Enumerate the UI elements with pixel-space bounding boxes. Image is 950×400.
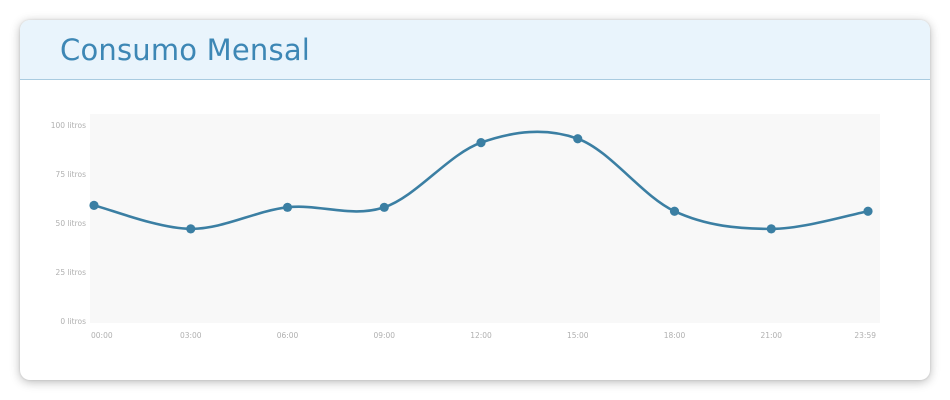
x-tick-label: 15:00 — [567, 331, 589, 340]
x-tick-label: 18:00 — [664, 331, 686, 340]
x-tick-label: 21:00 — [760, 331, 782, 340]
y-tick-label: 100 litros — [51, 121, 86, 130]
card-header: Consumo Mensal — [20, 20, 930, 80]
x-tick-label: 23:59 — [854, 331, 876, 340]
y-tick-label: 50 litros — [56, 219, 87, 228]
data-point[interactable] — [186, 224, 196, 234]
x-tick-label: 00:00 — [91, 331, 113, 340]
data-point[interactable] — [766, 224, 776, 234]
data-point[interactable] — [379, 202, 389, 212]
data-point[interactable] — [573, 134, 583, 144]
x-tick-label: 06:00 — [277, 331, 299, 340]
data-point[interactable] — [863, 206, 873, 216]
x-tick-label: 03:00 — [180, 331, 202, 340]
y-axis-labels: 0 litros 25 litros 50 litros 75 litros 100 l… — [51, 121, 86, 326]
plot-area — [90, 114, 880, 323]
data-points — [89, 134, 873, 234]
x-tick-label: 12:00 — [470, 331, 492, 340]
x-axis-labels: 00:00 03:00 06:00 09:00 12:00 15:00 18:00 21:00… — [91, 331, 876, 340]
y-tick-label: 75 litros — [56, 170, 87, 179]
y-tick-label: 25 litros — [56, 268, 87, 277]
data-point[interactable] — [89, 200, 99, 210]
data-point[interactable] — [282, 202, 293, 212]
data-point[interactable] — [669, 206, 680, 216]
y-tick-label: 0 litros — [60, 317, 86, 326]
page-title: Consumo Mensal — [60, 33, 311, 67]
x-tick-label: 09:00 — [373, 331, 395, 340]
data-point[interactable] — [476, 138, 486, 148]
